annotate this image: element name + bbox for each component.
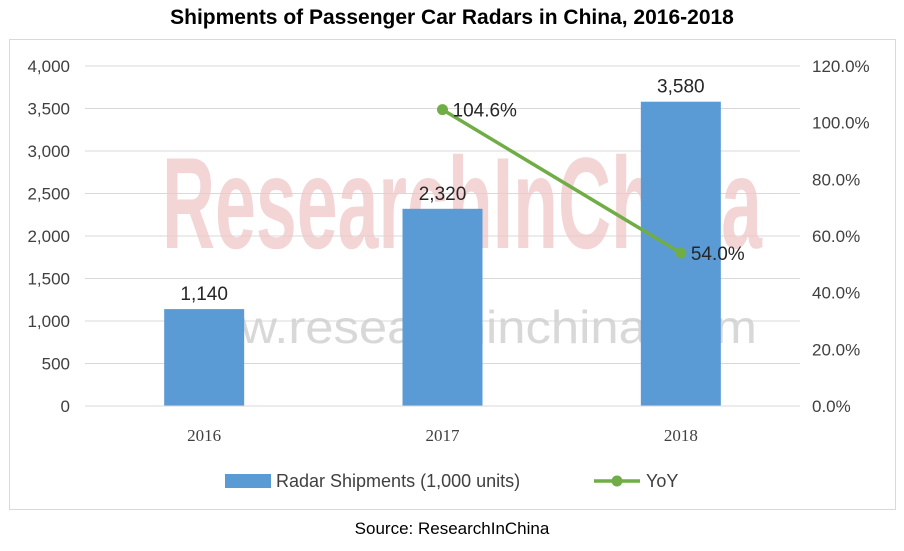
legend-bar-label: Radar Shipments (1,000 units) [276,471,520,491]
yoy-point [437,104,448,116]
x-tick-label: 2018 [664,426,698,445]
y-right-tick-label: 100.0% [812,114,870,133]
legend: Radar Shipments (1,000 units) YoY [225,471,678,491]
y-right-tick-label: 40.0% [812,284,860,303]
legend-line-label: YoY [646,471,678,491]
yoy-value-label: 54.0% [691,244,745,265]
y-left-tick-label: 4,000 [27,57,70,76]
bar-value-label: 1,140 [180,284,228,305]
y-left-tick-label: 2,000 [27,227,70,246]
axes: 0 500 1,000 1,500 2,000 2,500 3,000 3,500 4,000 0… [27,57,869,445]
yoy-value-label: 104.6% [453,101,518,122]
y-right-tick-label: 80.0% [812,170,860,189]
legend-bar-swatch [225,474,271,488]
bar [402,208,483,406]
chart-frame [9,39,896,510]
y-right-tick-label: 20.0% [812,340,860,359]
x-tick-label: 2016 [187,426,221,445]
y-left-tick-label: 1,500 [27,270,70,289]
y-left-tick-label: 3,500 [27,100,70,119]
yoy-line [441,108,682,255]
y-left-tick-label: 1,000 [27,312,70,331]
data-labels: 1,140 2,320 3,580 104.6% 54.0% [180,77,744,305]
chart-source: Source: ResearchInChina [354,519,550,538]
y-left-tick-label: 2,500 [27,185,70,204]
y-right-tick-label: 60.0% [812,227,860,246]
bar-value-label: 3,580 [657,77,705,98]
x-tick-label: 2017 [426,426,461,445]
y-left-tick-label: 500 [42,355,70,374]
bar-value-label: 2,320 [419,184,467,205]
y-right-tick-label: 0.0% [812,397,851,416]
yoy-line-series [437,104,687,259]
y-left-tick-label: 3,000 [27,142,70,161]
y-right-tick-label: 120.0% [812,57,870,76]
legend-line-marker [611,475,623,487]
bar [164,309,245,406]
chart-title: Shipments of Passenger Car Radars in Chi… [170,6,734,29]
y-left-tick-label: 0 [61,397,70,416]
yoy-point [675,247,687,259]
